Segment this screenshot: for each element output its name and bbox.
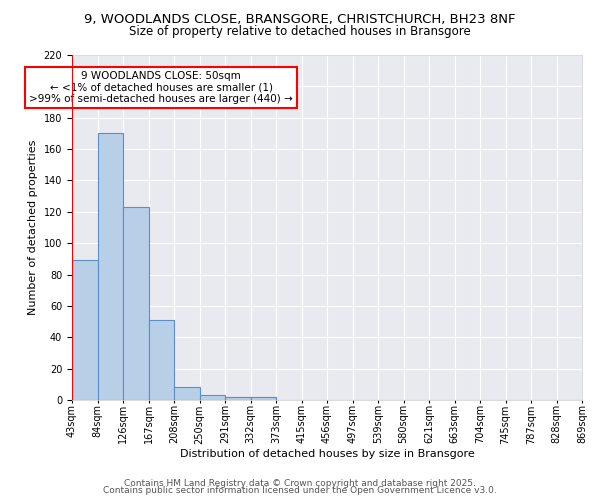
Text: Contains public sector information licensed under the Open Government Licence v3: Contains public sector information licen… (103, 486, 497, 495)
Text: Contains HM Land Registry data © Crown copyright and database right 2025.: Contains HM Land Registry data © Crown c… (124, 478, 476, 488)
Bar (174, 388, 199, 400)
Y-axis label: Number of detached properties: Number of detached properties (28, 140, 38, 315)
Bar (72, 260, 97, 400)
Bar (251, 397, 276, 400)
Bar (97, 134, 123, 400)
Bar (123, 207, 149, 400)
X-axis label: Distribution of detached houses by size in Bransgore: Distribution of detached houses by size … (179, 449, 475, 459)
Bar (149, 320, 174, 400)
Text: 9, WOODLANDS CLOSE, BRANSGORE, CHRISTCHURCH, BH23 8NF: 9, WOODLANDS CLOSE, BRANSGORE, CHRISTCHU… (84, 12, 516, 26)
Text: Size of property relative to detached houses in Bransgore: Size of property relative to detached ho… (129, 25, 471, 38)
Text: 9 WOODLANDS CLOSE: 50sqm
← <1% of detached houses are smaller (1)
>99% of semi-d: 9 WOODLANDS CLOSE: 50sqm ← <1% of detach… (29, 70, 293, 104)
Bar (199, 396, 225, 400)
Bar (225, 397, 251, 400)
